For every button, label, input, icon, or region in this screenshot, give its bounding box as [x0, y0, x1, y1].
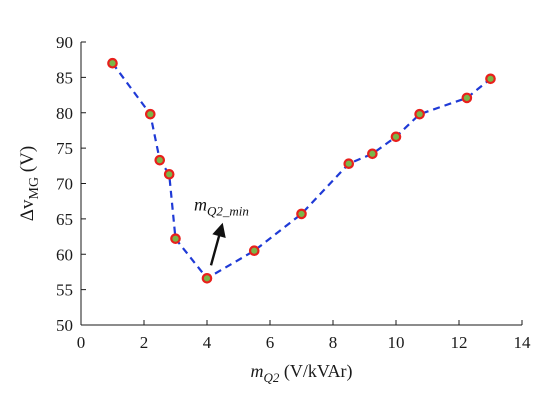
annotation-label: mQ2_min [194, 194, 249, 218]
x-axis-label-sub: Q2 [263, 370, 279, 385]
x-ticks: 0 2 4 6 8 10 12 14 [77, 320, 531, 352]
x-tick-label: 2 [140, 333, 149, 352]
data-point [367, 148, 378, 160]
x-tick-label: 12 [451, 333, 468, 352]
x-tick-label: 6 [266, 333, 275, 352]
data-point [461, 92, 473, 104]
y-tick-label: 60 [56, 245, 73, 264]
y-tick-label: 85 [56, 68, 73, 87]
y-ticks: 50 55 60 65 70 75 80 85 90 [56, 33, 86, 335]
y-tick-label: 90 [56, 33, 73, 52]
y-axis-label: ΔvMG (V) [17, 146, 42, 221]
y-axis-label-sub: MG [27, 177, 42, 200]
data-point [154, 154, 166, 166]
x-tick-label: 8 [329, 333, 338, 352]
x-tick-label: 4 [203, 333, 212, 352]
data-points [107, 57, 496, 284]
data-point [107, 57, 118, 69]
x-axis-label: mQ2 (V/kVAr) [250, 361, 352, 385]
annotation-arrow [209, 222, 226, 266]
y-axis-label-unit: (V) [17, 146, 38, 177]
y-tick-label: 70 [56, 175, 73, 194]
annotation-label-main: m [194, 194, 207, 214]
x-tick-label: 0 [77, 333, 86, 352]
y-tick-label: 75 [56, 139, 73, 158]
data-point [145, 108, 156, 120]
y-axis-label-main: Δv [17, 199, 38, 221]
y-tick-label: 65 [56, 210, 73, 229]
y-tick-label: 55 [56, 281, 73, 300]
y-tick-label: 50 [56, 316, 73, 335]
x-tick-label: 10 [388, 333, 405, 352]
y-tick-label: 80 [56, 104, 73, 123]
annotation-label-sub: Q2_min [207, 203, 249, 218]
data-point [248, 245, 260, 257]
data-point [163, 169, 175, 180]
data-point [201, 273, 213, 284]
data-point [390, 131, 402, 143]
x-tick-label: 14 [514, 333, 532, 352]
plot-area: 0 2 4 6 8 10 12 14 50 55 60 65 70 75 80 85 90 [56, 33, 531, 352]
data-point [296, 208, 307, 220]
x-axis-label-unit: (V/kVAr) [279, 361, 352, 382]
data-point [170, 233, 181, 244]
data-point [414, 108, 425, 120]
data-point [343, 158, 355, 169]
data-point [485, 73, 496, 85]
x-axis-label-main: m [250, 361, 263, 381]
